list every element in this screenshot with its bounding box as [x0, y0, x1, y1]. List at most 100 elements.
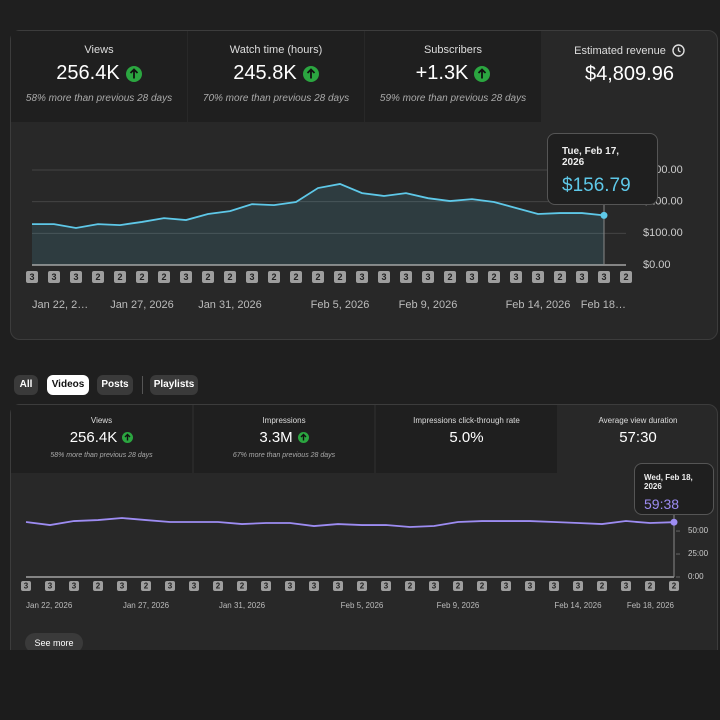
- event-count: 2: [447, 272, 452, 282]
- event-marker: [114, 271, 126, 283]
- tab[interactable]: All: [14, 375, 38, 395]
- card-value: $4,809.96: [585, 63, 674, 85]
- tab[interactable]: Posts: [97, 375, 133, 395]
- x-tick-label: Feb 18…: [581, 299, 626, 311]
- event-count: 3: [469, 272, 474, 282]
- card-note: 58% more than previous 28 days: [25, 93, 173, 104]
- y-tick-label: 50:00: [688, 526, 709, 535]
- card-value: 57:30: [619, 429, 657, 446]
- card-note: 59% more than previous 28 days: [379, 93, 527, 104]
- value-text: 256.4K: [56, 62, 120, 84]
- event-count: 2: [161, 272, 166, 282]
- event-count: 3: [624, 582, 629, 591]
- event-count: 3: [576, 582, 581, 591]
- divider: [142, 376, 143, 394]
- metric-card[interactable]: Impressions 3.3M 67% more than previous …: [194, 405, 374, 473]
- metric-card[interactable]: Subscribers +1.3K 59% more than previous…: [365, 31, 541, 122]
- event-marker: [309, 581, 319, 591]
- y-tick-label: $100.00: [643, 227, 683, 239]
- tab[interactable]: Playlists: [150, 375, 198, 395]
- event-marker: [334, 271, 346, 283]
- x-tick-label: Feb 9, 2026: [437, 601, 480, 610]
- event-marker: [422, 271, 434, 283]
- event-marker: [400, 271, 412, 283]
- event-count: 3: [24, 582, 29, 591]
- event-marker: [26, 271, 38, 283]
- metric-card[interactable]: Views 256.4K 58% more than previous 28 d…: [11, 405, 192, 473]
- event-marker: [21, 581, 31, 591]
- tab-selected[interactable]: Videos: [47, 375, 89, 395]
- card-label: Impressions: [262, 416, 306, 425]
- event-marker: [549, 581, 559, 591]
- x-tick-label: Feb 14, 2026: [506, 299, 571, 311]
- see-more-button[interactable]: See more: [25, 633, 83, 653]
- event-marker: [645, 581, 655, 591]
- event-count: 3: [264, 582, 269, 591]
- event-count: 2: [144, 582, 149, 591]
- area: [32, 183, 604, 265]
- event-count: 2: [456, 582, 461, 591]
- card-note: 67% more than previous 28 days: [232, 452, 336, 459]
- metric-card[interactable]: Impressions click-through rate 5.0%: [376, 405, 557, 473]
- event-marker: [381, 581, 391, 591]
- metric-card[interactable]: Estimated revenue $4,809.96: [542, 31, 717, 122]
- card-label: Average view duration: [598, 416, 678, 425]
- metric-card[interactable]: Average view duration 57:30: [559, 405, 717, 473]
- event-count: 2: [600, 582, 605, 591]
- event-count: 2: [623, 272, 628, 282]
- event-marker: [378, 271, 390, 283]
- metric-card[interactable]: Watch time (hours) 245.8K 70% more than …: [188, 31, 364, 122]
- event-marker: [597, 581, 607, 591]
- event-count: 2: [491, 272, 496, 282]
- event-count: 3: [432, 582, 437, 591]
- y-tick-label: $0.00: [643, 259, 671, 271]
- card-label: Estimated revenue: [542, 44, 717, 57]
- event-marker: [576, 271, 588, 283]
- x-tick-label: Jan 27, 2026: [110, 299, 174, 311]
- x-tick-label: Feb 9, 2026: [399, 299, 458, 311]
- event-count: 3: [425, 272, 430, 282]
- event-marker: [312, 271, 324, 283]
- value-text: 256.4K: [69, 429, 118, 446]
- event-marker: [466, 271, 478, 283]
- event-marker: [290, 271, 302, 283]
- event-count: 3: [513, 272, 518, 282]
- event-marker: [356, 271, 368, 283]
- card-value: 256.4K: [11, 429, 192, 446]
- event-count: 2: [315, 272, 320, 282]
- event-marker: [224, 271, 236, 283]
- card-value: 3.3M: [194, 429, 374, 446]
- card-value: 245.8K: [188, 62, 364, 85]
- arrow-up-icon: [474, 65, 491, 82]
- card-note: 58% more than previous 28 days: [50, 452, 153, 459]
- tooltip-value: 59:38: [644, 496, 680, 512]
- event-count: 2: [95, 272, 100, 282]
- event-marker: [180, 271, 192, 283]
- event-marker: [510, 271, 522, 283]
- event-marker: [488, 271, 500, 283]
- tooltip-value: $156.79: [562, 175, 631, 196]
- event-count: 2: [240, 582, 245, 591]
- event-count: 2: [216, 582, 221, 591]
- event-count: 3: [120, 582, 125, 591]
- event-marker: [268, 271, 280, 283]
- event-marker: [69, 581, 79, 591]
- event-marker: [70, 271, 82, 283]
- event-count: 3: [168, 582, 173, 591]
- card-label: Views: [90, 416, 113, 425]
- event-count: 2: [557, 272, 562, 282]
- hover-dot: [600, 211, 608, 219]
- event-marker: [48, 271, 60, 283]
- arrow-up-icon: [297, 432, 309, 443]
- event-count: 3: [601, 272, 606, 282]
- tooltip-date: Wed, Feb 18, 2026: [644, 473, 693, 491]
- event-marker: [165, 581, 175, 591]
- event-count: 3: [336, 582, 341, 591]
- event-marker: [202, 271, 214, 283]
- event-count: 2: [293, 272, 298, 282]
- x-tick-label: Feb 5, 2026: [341, 601, 384, 610]
- event-count: 3: [288, 582, 293, 591]
- metric-card[interactable]: Views 256.4K 58% more than previous 28 d…: [11, 31, 187, 122]
- card-note: 70% more than previous 28 days: [202, 93, 350, 104]
